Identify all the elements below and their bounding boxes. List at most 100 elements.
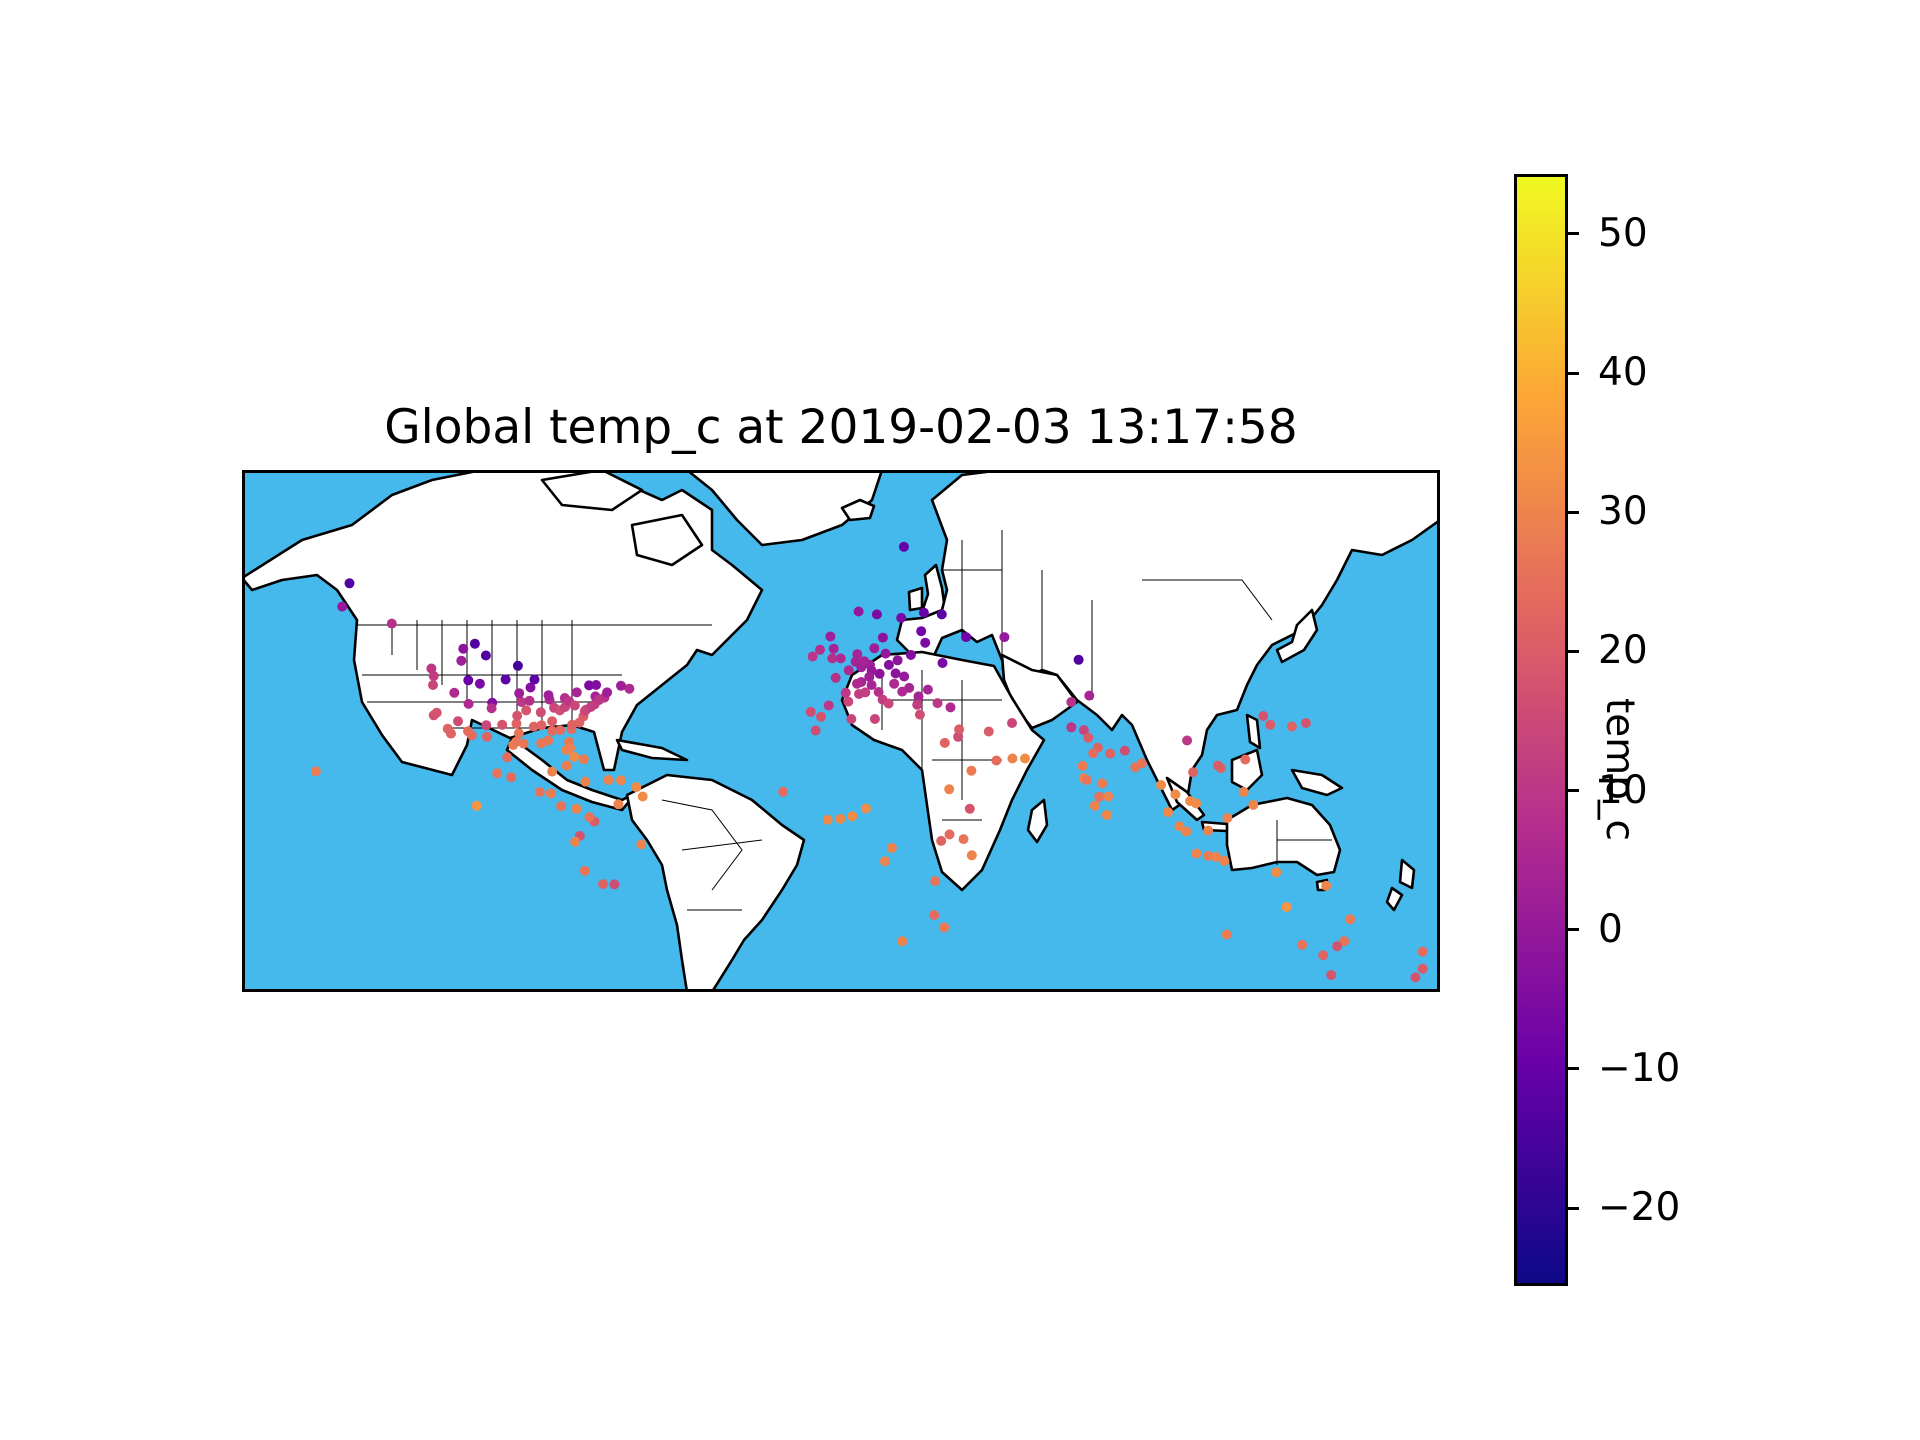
station-point	[535, 707, 546, 718]
station-point	[1417, 946, 1428, 957]
station-point	[386, 618, 397, 629]
africa-landmass	[840, 650, 1046, 892]
station-point	[810, 725, 821, 736]
station-point	[1203, 825, 1214, 836]
station-point	[529, 674, 540, 685]
station-point	[1170, 789, 1181, 800]
station-point	[534, 787, 545, 797]
station-point	[864, 671, 875, 682]
iceland-island	[840, 498, 876, 522]
australia-landmass	[1225, 796, 1342, 877]
station-point	[897, 936, 908, 947]
station-point	[823, 700, 834, 711]
station-point	[1084, 690, 1095, 701]
station-point	[830, 672, 841, 683]
station-point	[569, 700, 580, 711]
station-point	[561, 760, 572, 771]
colorbar-tick-mark	[1568, 928, 1579, 932]
map	[242, 470, 1440, 992]
station-point	[1281, 902, 1292, 912]
station-point	[428, 680, 438, 690]
station-point	[1300, 718, 1311, 728]
station-point	[922, 684, 933, 695]
station-point	[1088, 748, 1099, 759]
station-point	[916, 626, 927, 637]
station-point	[536, 720, 547, 731]
station-point	[631, 782, 642, 793]
station-point	[1339, 936, 1350, 947]
station-point	[466, 730, 477, 741]
station-point	[1077, 760, 1088, 771]
map-frame	[242, 470, 1440, 992]
station-point	[966, 850, 977, 861]
land-layer	[242, 470, 1440, 992]
colorbar-tick-mark	[1568, 232, 1579, 236]
station-point	[594, 695, 605, 705]
station-point	[1410, 972, 1421, 983]
station-point	[512, 710, 523, 721]
station-point	[1103, 791, 1114, 802]
station-point	[449, 687, 460, 698]
station-point	[835, 813, 846, 824]
station-point	[880, 648, 891, 659]
station-point	[1297, 939, 1308, 950]
station-point	[1136, 758, 1147, 769]
station-point	[516, 697, 527, 707]
station-point	[883, 698, 894, 709]
station-point	[543, 735, 554, 746]
colorbar-tick-label: 10	[1598, 767, 1648, 813]
station-point	[456, 655, 467, 666]
station-point	[1417, 963, 1428, 974]
station-point	[920, 637, 931, 648]
station-point	[506, 772, 517, 783]
station-point	[480, 650, 491, 661]
station-point	[547, 725, 558, 736]
colorbar-ticks: −20 −10 0 10 20 30 40 50	[1568, 174, 1708, 1286]
station-point	[481, 720, 492, 731]
station-point	[905, 650, 916, 660]
station-point	[944, 829, 955, 840]
colorbar-tick-mark	[1568, 510, 1579, 514]
station-point	[1007, 718, 1017, 728]
station-point	[815, 644, 825, 655]
station-point	[1105, 748, 1116, 759]
colorbar	[1514, 174, 1568, 1286]
station-point	[1238, 787, 1249, 797]
colorbar-tick-label: 20	[1598, 628, 1648, 674]
station-point	[1066, 722, 1077, 733]
station-point	[897, 686, 908, 697]
station-point	[1258, 711, 1269, 721]
station-point	[1248, 799, 1259, 810]
station-point	[913, 691, 924, 702]
station-point	[843, 696, 854, 707]
station-point	[853, 606, 864, 617]
plot-title: Global temp_c at 2019-02-03 13:17:58	[384, 400, 1298, 455]
station-point	[1007, 753, 1018, 764]
station-point	[609, 879, 620, 890]
station-point	[954, 724, 965, 735]
madagascar-island	[1026, 798, 1049, 844]
station-point	[1182, 735, 1193, 746]
station-point	[914, 709, 925, 720]
station-point	[939, 922, 950, 933]
station-point	[852, 678, 862, 689]
station-point	[428, 710, 439, 721]
station-point	[636, 839, 647, 850]
colorbar-tick-label: 50	[1598, 210, 1648, 256]
station-point	[511, 718, 522, 729]
station-point	[598, 879, 609, 890]
station-point	[1078, 725, 1089, 736]
station-point	[1188, 767, 1199, 778]
station-point	[481, 731, 492, 742]
station-point	[886, 842, 897, 853]
station-point	[937, 658, 948, 668]
station-point	[918, 607, 929, 618]
station-point	[807, 651, 818, 662]
station-point	[999, 632, 1010, 643]
station-point	[964, 803, 975, 814]
station-point	[591, 680, 602, 690]
station-point	[1213, 760, 1223, 771]
station-point	[860, 687, 871, 698]
station-point	[1191, 848, 1202, 859]
station-point	[843, 665, 854, 676]
